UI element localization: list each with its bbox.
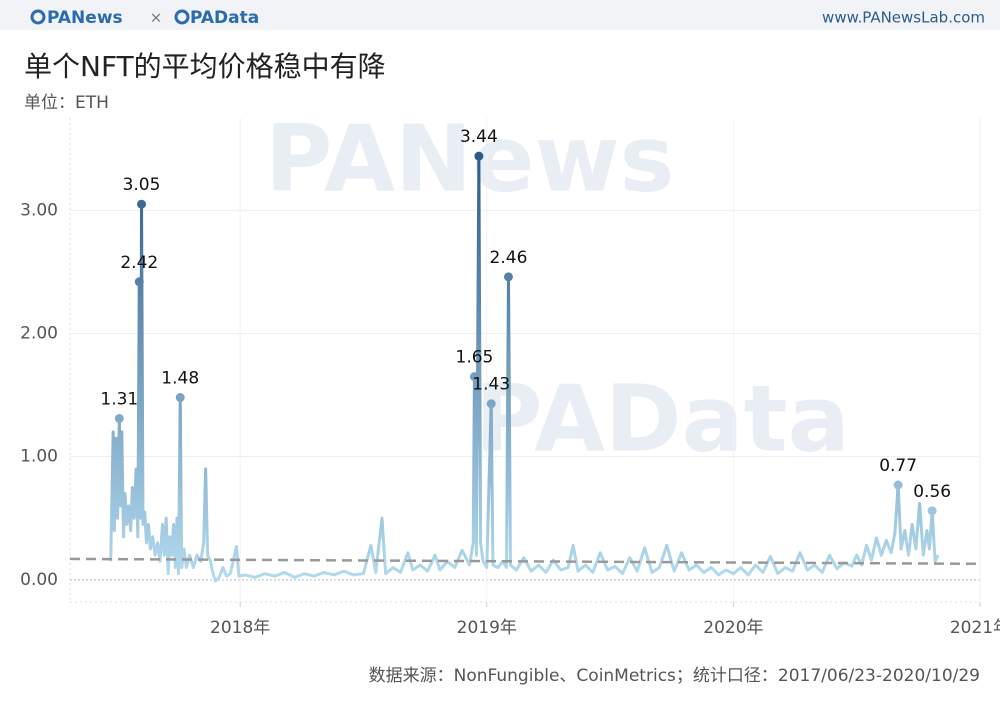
y-tick-label: 0.00 [20, 570, 58, 590]
logo-icon [174, 9, 190, 25]
data-label: 3.44 [460, 127, 498, 147]
data-point [175, 393, 185, 403]
data-label: 3.05 [123, 175, 161, 195]
data-point [486, 399, 496, 409]
x-tick-label: 2019年 [457, 618, 517, 638]
watermark: PANews [265, 105, 674, 212]
data-label: 1.65 [456, 348, 494, 368]
data-label: 1.43 [472, 375, 510, 395]
x-tick-label: 2021年 [950, 618, 1000, 638]
separator: × [150, 9, 163, 27]
chart-title: 单个NFT的平均价格稳中有降 [24, 50, 386, 83]
trend-line [69, 557, 981, 566]
source: 数据来源：NonFungible、CoinMetrics；统计口径：2017/0… [369, 666, 980, 686]
data-label: 0.77 [879, 456, 917, 476]
x-tick-label: 2018年 [210, 618, 270, 638]
data-label: 1.48 [161, 369, 199, 389]
data-point [469, 372, 479, 382]
watermark: PAData [475, 365, 850, 472]
chart-subtitle: 单位：ETH [24, 93, 109, 113]
data-label: 0.56 [913, 482, 951, 502]
y-tick-label: 2.00 [20, 324, 58, 344]
data-label: 2.42 [120, 253, 158, 273]
plot: 0.00 1.00 2.00 3.00 2018年 2019年 2020年 2021年 1.31… [20, 118, 1000, 638]
data-point [134, 277, 144, 287]
logo-text: PAData [190, 8, 259, 28]
y-tick-label: 3.00 [20, 200, 58, 220]
data-point [893, 480, 903, 490]
data-line [109, 154, 940, 583]
data-label: 2.46 [490, 248, 528, 268]
data-point [927, 506, 937, 516]
data-label: 1.31 [100, 389, 138, 409]
logo-text: PANews [47, 8, 123, 28]
data-point [503, 272, 513, 282]
url: www.PANewsLab.com [822, 9, 985, 27]
x-tick-label: 2020年 [703, 618, 763, 638]
data-point [474, 151, 484, 161]
data-point [114, 413, 124, 423]
y-tick-label: 1.00 [20, 447, 58, 467]
logo-icon [30, 9, 46, 25]
header-bar [0, 0, 1000, 30]
data-point [137, 199, 147, 209]
logo [30, 9, 190, 25]
